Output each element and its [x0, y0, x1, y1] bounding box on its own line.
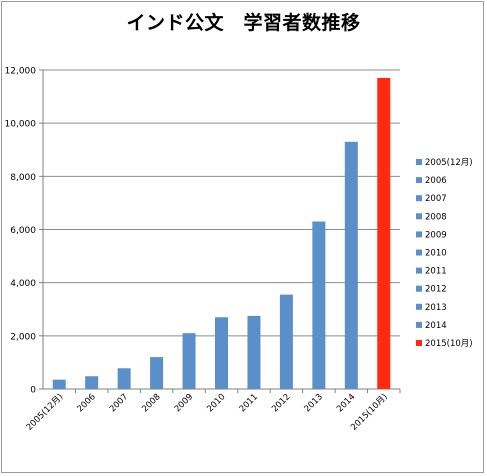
x-tick-label: 2008	[140, 392, 162, 414]
y-tick-label: 6,000	[10, 226, 36, 236]
bars	[52, 77, 391, 389]
x-tick-label: 2012	[270, 392, 292, 414]
legend-swatch	[416, 231, 422, 238]
y-tick-label: 12,000	[5, 67, 37, 77]
legend-swatch	[416, 213, 422, 220]
legend-label: 2006	[425, 176, 447, 186]
x-tick-label: 2005(12月)	[25, 392, 66, 433]
legend-label: 2015(10月)	[425, 339, 473, 349]
legend-swatch	[416, 340, 422, 346]
legend-swatch	[416, 177, 422, 184]
bar	[312, 221, 326, 389]
bar	[344, 141, 358, 389]
x-tick-labels: 2005(12月) 2006 2007 2008 2009 2010 2011 2012 201…	[25, 392, 390, 433]
legend-swatch	[416, 303, 422, 310]
legend-label: 2010	[425, 249, 447, 259]
legend-swatch	[416, 249, 422, 256]
x-tick-label: 2010	[205, 392, 227, 414]
legend-label: 2009	[425, 230, 447, 240]
legend: 2005(12月) 2006 2007 2008 2009 2010 2011 2012 201…	[416, 158, 473, 349]
legend-label: 2011	[425, 267, 447, 277]
y-tick-labels: 0 2,000 4,000 6,000 8,000 10,000 12,000	[5, 67, 37, 396]
legend-swatch	[416, 267, 422, 274]
bar	[85, 376, 99, 389]
x-tick-label: 2007	[108, 392, 130, 414]
legend-label: 2008	[425, 212, 447, 222]
chart-title: インド公文 学習者数推移	[126, 12, 361, 34]
x-tick-label: 2011	[238, 392, 260, 414]
legend-swatch	[416, 285, 422, 292]
legend-swatch	[416, 321, 422, 328]
legend-label: 2005(12月)	[425, 158, 473, 168]
bar	[279, 294, 293, 389]
legend-swatch	[416, 159, 422, 165]
bar	[377, 77, 391, 389]
x-tick-label: 2009	[173, 392, 195, 414]
legend-label: 2013	[425, 303, 447, 313]
bar	[247, 315, 261, 389]
axes	[39, 69, 401, 393]
legend-swatch	[416, 195, 422, 202]
y-tick-label: 10,000	[5, 120, 37, 130]
bar	[52, 379, 66, 389]
y-tick-label: 0	[30, 386, 36, 396]
x-tick-label: 2013	[303, 392, 325, 414]
x-tick-label: 2014	[335, 392, 357, 414]
y-tick-label: 8,000	[10, 173, 36, 183]
y-tick-label: 4,000	[10, 279, 36, 289]
grid-lines	[43, 69, 400, 337]
bar	[182, 333, 196, 389]
legend-label: 2007	[425, 194, 447, 204]
bar	[150, 357, 164, 389]
x-tick-label: 2006	[75, 392, 97, 414]
bar	[215, 317, 228, 389]
bar	[117, 368, 131, 389]
legend-label: 2014	[425, 321, 447, 331]
y-tick-label: 2,000	[10, 332, 36, 342]
legend-label: 2012	[425, 285, 447, 295]
